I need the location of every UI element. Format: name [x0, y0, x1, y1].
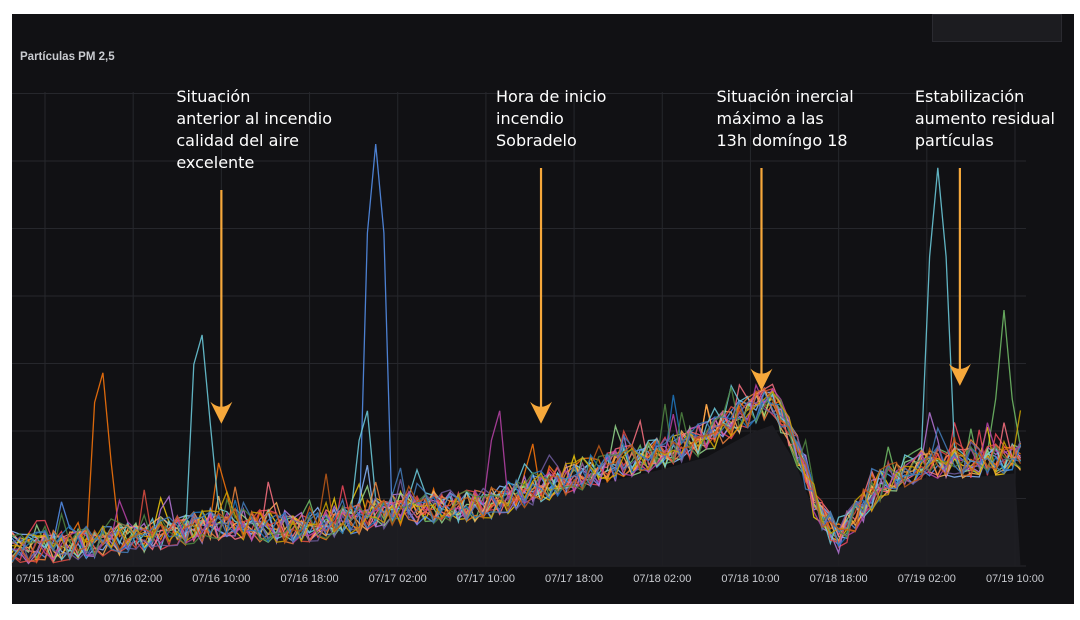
x-tick-label: 07/16 10:00 [192, 573, 250, 585]
annotation: Situación inercial máximo a las 13h domíng… [716, 87, 854, 391]
series-line [12, 387, 1022, 562]
annotation-text: Hora de inicio [496, 87, 606, 106]
x-tick-label: 07/16 02:00 [104, 573, 162, 585]
x-tick-label: 07/19 10:00 [986, 573, 1044, 585]
x-tick-label: 07/19 02:00 [898, 573, 956, 585]
annotation-text: Situación inercial [716, 87, 853, 106]
annotation: Estabilización aumento residual partículas [915, 87, 1055, 386]
series-lines [12, 144, 1022, 565]
annotation-text: Sobradelo [496, 131, 577, 150]
annotation-text: incendio [496, 109, 564, 128]
legend-toggle[interactable] [932, 14, 1062, 42]
series-line [12, 390, 1021, 561]
annotation-arrowhead [750, 368, 773, 391]
annotation-arrowhead [530, 401, 553, 424]
annotation-text: 13h domíngo 18 [716, 131, 847, 150]
panel-title: Partículas PM 2,5 [20, 51, 115, 63]
annotation-text: calidad del aire [176, 131, 299, 150]
annotation-arrowhead [210, 401, 233, 424]
series-line [12, 401, 1022, 562]
annotation-text: Estabilización [915, 87, 1024, 106]
x-tick-label: 07/15 18:00 [16, 573, 74, 585]
annotation-text: Situación [176, 87, 250, 106]
annotation-text: anterior al incendio [176, 109, 332, 128]
x-tick-label: 07/18 18:00 [810, 573, 868, 585]
annotation-text: excelente [176, 153, 254, 172]
x-tick-label: 07/18 10:00 [721, 573, 779, 585]
annotation: Hora de inicio incendio Sobradelo [496, 87, 606, 424]
annotation-arrowhead [948, 363, 971, 386]
x-tick-label: 07/17 10:00 [457, 573, 515, 585]
x-tick-label: 07/18 02:00 [633, 573, 691, 585]
annotation-text: partículas [915, 131, 994, 150]
x-tick-label: 07/16 18:00 [280, 573, 338, 585]
x-tick-label: 07/17 18:00 [545, 573, 603, 585]
grid [12, 92, 1026, 567]
area-fill [11, 424, 1021, 566]
annotation-text: máximo a las [716, 109, 823, 128]
annotation: Situación anterior al incendio calidad del… [176, 87, 332, 424]
x-tick-label: 07/17 02:00 [369, 573, 427, 585]
annotation-text: aumento residual [915, 109, 1055, 128]
